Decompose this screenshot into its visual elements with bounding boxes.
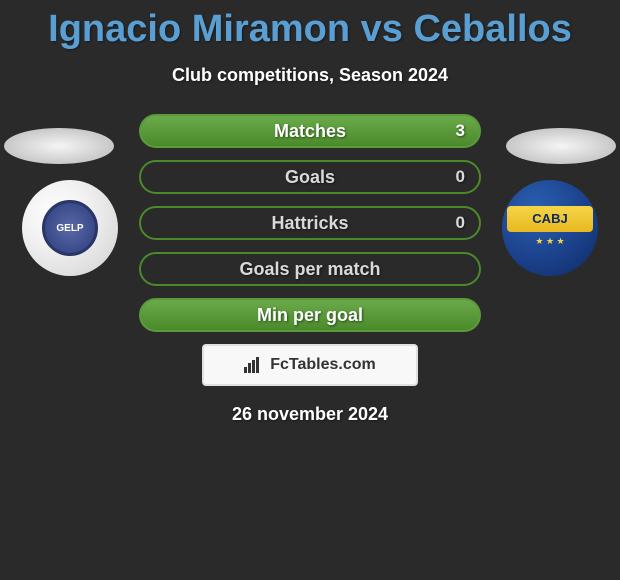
chart-bars-icon: [244, 357, 264, 373]
club-badge-right-band: CABJ: [507, 206, 593, 232]
player-right-avatar: [506, 128, 616, 164]
page-subtitle: Club competitions, Season 2024: [0, 65, 620, 86]
stat-label: Goals: [285, 167, 335, 188]
stat-row-goals-per-match: Goals per match: [139, 252, 481, 286]
stat-row-min-per-goal: Min per goal: [139, 298, 481, 332]
stat-row-goals: Goals 0: [139, 160, 481, 194]
stat-value-right: 3: [456, 121, 465, 141]
club-badge-left: GELP: [22, 180, 118, 276]
player-left-avatar: [4, 128, 114, 164]
club-badge-right: CABJ ★ ★ ★: [502, 180, 598, 276]
stat-value-right: 0: [456, 213, 465, 233]
brand-label: FcTables.com: [270, 356, 376, 374]
club-badge-right-stars: ★ ★ ★: [535, 236, 564, 247]
brand-box: FcTables.com: [202, 344, 418, 386]
stat-label: Hattricks: [271, 213, 348, 234]
page-title: Ignacio Miramon vs Ceballos: [0, 0, 620, 51]
stat-row-matches: Matches 3: [139, 114, 481, 148]
stat-row-hattricks: Hattricks 0: [139, 206, 481, 240]
stat-rows: Matches 3 Goals 0 Hattricks 0 Goals per …: [139, 114, 481, 332]
stat-label: Matches: [274, 121, 346, 142]
comparison-panel: GELP CABJ ★ ★ ★ Matches 3 Goals 0 Hattri…: [0, 114, 620, 425]
stat-value-right: 0: [456, 167, 465, 187]
stat-label: Goals per match: [239, 259, 380, 280]
club-badge-left-inner: GELP: [42, 200, 98, 256]
snapshot-date: 26 november 2024: [0, 404, 620, 425]
stat-label: Min per goal: [257, 305, 363, 326]
